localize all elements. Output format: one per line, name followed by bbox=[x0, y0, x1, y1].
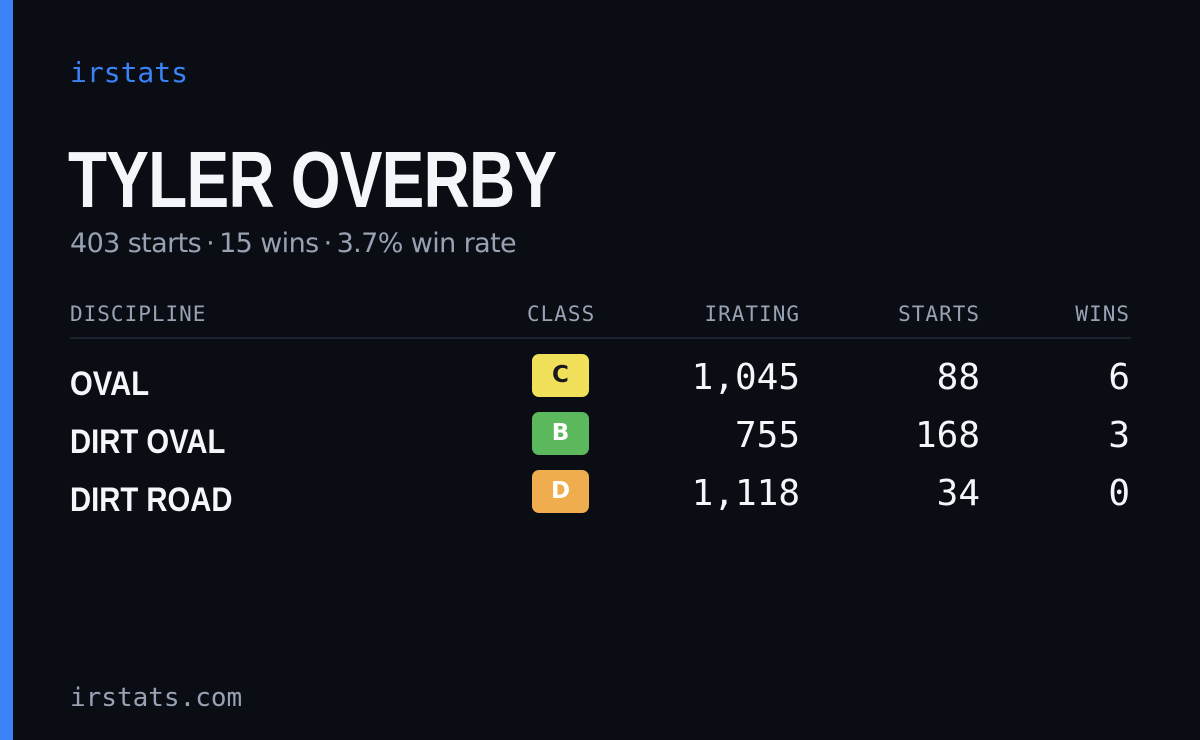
separator-dot: · bbox=[323, 228, 333, 259]
table-row: DIRT OVAL B 755 168 3 bbox=[0, 412, 1200, 470]
header-starts: STARTS bbox=[898, 302, 980, 326]
brand-logo[interactable]: irstats bbox=[70, 56, 189, 89]
discipline-name: OVAL bbox=[70, 365, 150, 403]
header-divider bbox=[70, 337, 1131, 339]
table-row: DIRT ROAD D 1,118 34 0 bbox=[0, 470, 1200, 528]
footer-url[interactable]: irstats.com bbox=[70, 683, 243, 713]
wins-value: 0 bbox=[1108, 473, 1130, 514]
separator-dot: · bbox=[206, 228, 215, 259]
class-badge: B bbox=[532, 412, 589, 455]
starts-count: 403 starts bbox=[70, 228, 202, 259]
header-irating: IRATING bbox=[704, 302, 800, 326]
win-rate: 3.7% win rate bbox=[336, 228, 517, 259]
header-class: CLASS bbox=[527, 302, 596, 326]
wins-value: 3 bbox=[1108, 415, 1130, 456]
irating-value: 1,118 bbox=[691, 473, 800, 514]
class-badge: D bbox=[532, 470, 589, 513]
header-discipline: DISCIPLINE bbox=[70, 302, 207, 326]
starts-value: 34 bbox=[936, 473, 980, 514]
player-summary: 403 starts · 15 wins · 3.7% win rate bbox=[70, 226, 517, 262]
header-wins: WINS bbox=[1075, 302, 1130, 326]
discipline-name: DIRT ROAD bbox=[70, 481, 233, 519]
accent-bar bbox=[0, 0, 13, 740]
player-name: TYLER OVERBY bbox=[68, 135, 557, 224]
irating-value: 1,045 bbox=[691, 357, 800, 398]
discipline-name: DIRT OVAL bbox=[70, 423, 226, 461]
irating-value: 755 bbox=[734, 415, 800, 456]
wins-value: 6 bbox=[1108, 357, 1130, 398]
table-row: OVAL C 1,045 88 6 bbox=[0, 354, 1200, 412]
class-badge: C bbox=[532, 354, 589, 397]
starts-value: 88 bbox=[936, 357, 980, 398]
starts-value: 168 bbox=[914, 415, 980, 456]
wins-count: 15 wins bbox=[219, 228, 319, 259]
